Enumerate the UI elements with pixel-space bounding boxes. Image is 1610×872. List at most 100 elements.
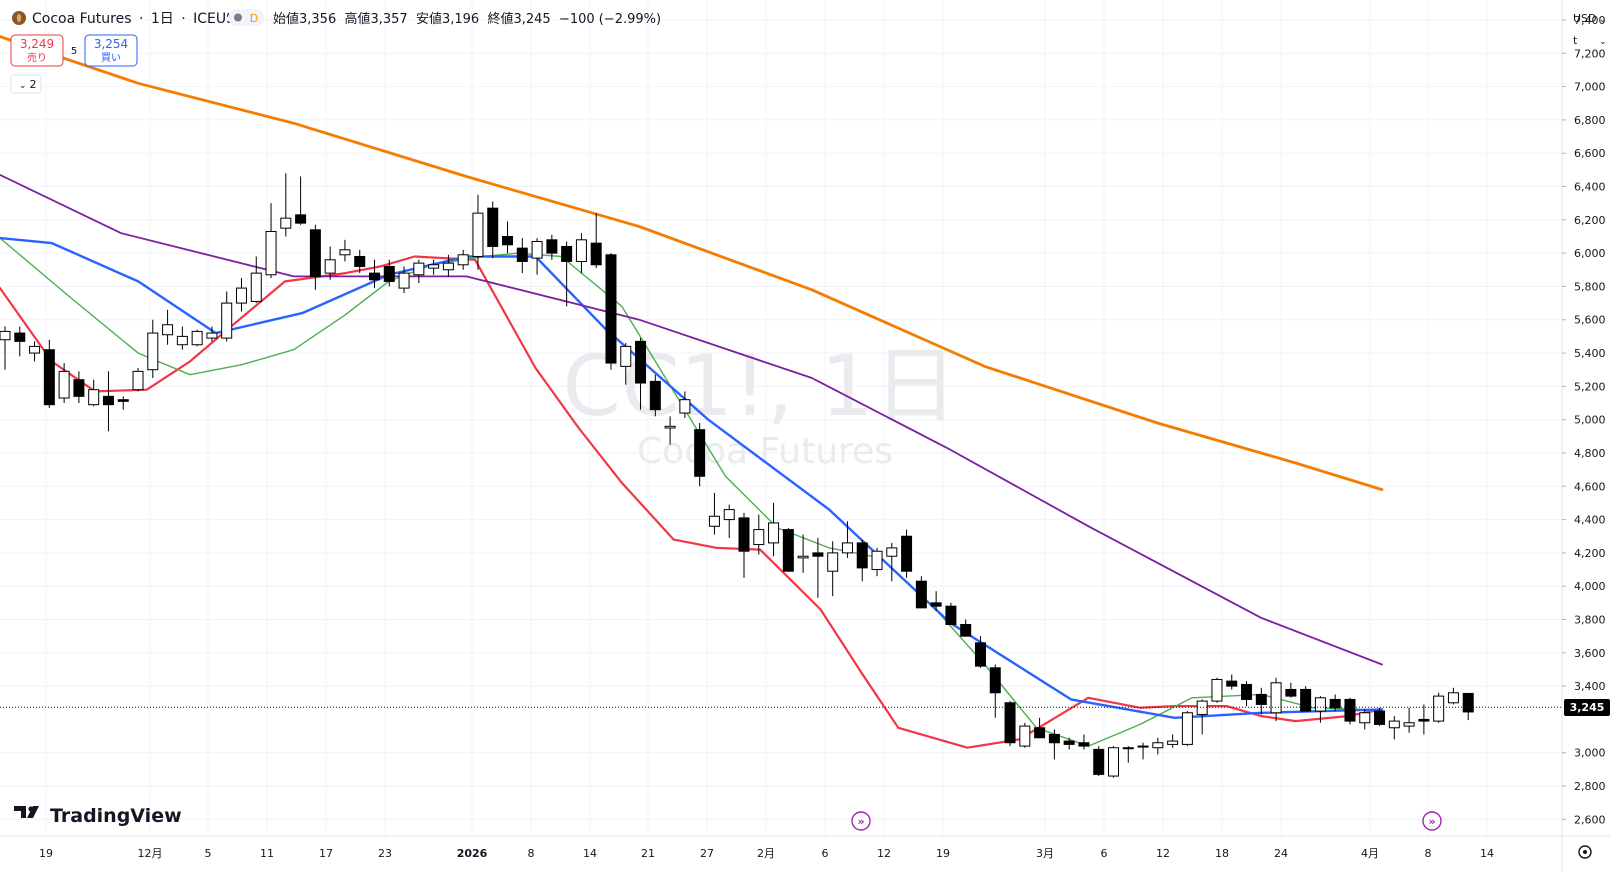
candle-body bbox=[723, 509, 735, 521]
sell-button[interactable]: 3,249 売り bbox=[10, 34, 64, 67]
candle-body bbox=[856, 542, 868, 569]
candle-body bbox=[117, 399, 129, 402]
candle-body bbox=[1093, 748, 1105, 775]
candle bbox=[413, 259, 425, 284]
candle bbox=[88, 379, 100, 407]
candle bbox=[841, 521, 853, 558]
event-marker[interactable]: » bbox=[851, 811, 871, 831]
candle-body bbox=[472, 212, 484, 257]
candle-body bbox=[398, 272, 410, 289]
price-tick-label: 6,800 bbox=[1574, 114, 1606, 127]
candle bbox=[605, 253, 617, 370]
delay-badge: D bbox=[250, 12, 258, 25]
time-tick-label: 3月 bbox=[1036, 847, 1054, 860]
candle-body bbox=[324, 259, 336, 274]
candle-body bbox=[413, 262, 425, 276]
candle bbox=[487, 201, 499, 259]
candle-body bbox=[974, 642, 986, 667]
candle bbox=[14, 326, 26, 357]
candle bbox=[1226, 674, 1238, 690]
market-status-badge[interactable]: D bbox=[228, 9, 264, 26]
candle-body bbox=[901, 535, 913, 572]
symbol-header[interactable]: Cocoa Futures · 1日 · ICEUS bbox=[12, 11, 235, 27]
candle bbox=[782, 527, 794, 572]
candle-body bbox=[250, 272, 262, 302]
candle bbox=[1241, 681, 1253, 707]
candle bbox=[1433, 692, 1445, 723]
price-tick-label: 5,600 bbox=[1574, 314, 1606, 327]
tradingview-logo[interactable]: TradingView bbox=[14, 805, 182, 827]
currency-selector[interactable]: USD ⌄ bbox=[1573, 12, 1607, 25]
candle-body bbox=[428, 264, 440, 269]
candle-body bbox=[708, 515, 720, 527]
ma-red-line bbox=[0, 255, 1384, 749]
candle-body bbox=[531, 240, 543, 259]
event-marker[interactable]: » bbox=[1422, 811, 1442, 831]
candle bbox=[457, 249, 469, 270]
time-tick-label: 27 bbox=[700, 847, 714, 860]
time-tick-label: 12月 bbox=[138, 847, 163, 860]
candle-body bbox=[1314, 697, 1326, 712]
candle bbox=[531, 238, 543, 275]
candle-body bbox=[664, 425, 676, 429]
candle bbox=[1447, 687, 1459, 705]
candle-body bbox=[960, 624, 972, 637]
candle bbox=[590, 213, 602, 269]
time-tick-label: 8 bbox=[1425, 847, 1432, 860]
price-tick-label: 3,600 bbox=[1574, 647, 1606, 660]
candles bbox=[0, 173, 1474, 778]
candle bbox=[0, 326, 11, 370]
last-price-badge: 3,245 bbox=[1564, 699, 1610, 716]
candle bbox=[1270, 677, 1282, 722]
candle-body bbox=[0, 330, 11, 341]
candle bbox=[1019, 722, 1031, 748]
candle bbox=[43, 339, 55, 409]
candle bbox=[309, 224, 321, 290]
candle bbox=[295, 176, 307, 225]
candle-body bbox=[768, 522, 780, 544]
time-tick-label: 23 bbox=[378, 847, 392, 860]
candle-body bbox=[1403, 722, 1415, 727]
settings-button[interactable] bbox=[1578, 845, 1592, 859]
unit-selector[interactable]: t ⌄ bbox=[1573, 34, 1607, 47]
sell-label: 売り bbox=[27, 51, 47, 64]
candle-body bbox=[1048, 733, 1060, 744]
price-tick-label: 3,800 bbox=[1574, 614, 1606, 627]
candle bbox=[1374, 707, 1386, 727]
time-tick-label: 5 bbox=[205, 847, 212, 860]
time-tick-label: 14 bbox=[1480, 847, 1494, 860]
candle-body bbox=[1433, 695, 1445, 722]
candle-body bbox=[1255, 693, 1267, 705]
candle bbox=[1344, 697, 1356, 725]
candle bbox=[516, 238, 528, 274]
candle-body bbox=[871, 550, 883, 571]
price-tick-label: 7,400 bbox=[1574, 14, 1606, 27]
brand-name: TradingView bbox=[50, 805, 182, 827]
candle bbox=[250, 256, 262, 304]
candle bbox=[1004, 701, 1016, 747]
candle-body bbox=[945, 605, 957, 626]
buy-button[interactable]: 3,254 買い bbox=[84, 34, 138, 67]
candle bbox=[162, 309, 174, 345]
time-tick-label: 8 bbox=[528, 847, 535, 860]
candle bbox=[561, 241, 573, 307]
price-tick-label: 7,200 bbox=[1574, 47, 1606, 60]
indicators-toggle[interactable]: ⌄ 2 bbox=[10, 74, 42, 94]
candle-body bbox=[915, 580, 927, 609]
ma-orange-line bbox=[0, 35, 1384, 492]
candle-body bbox=[88, 389, 100, 406]
candle-body bbox=[694, 429, 706, 477]
candle bbox=[575, 233, 587, 274]
cocoa-icon-bean bbox=[16, 13, 22, 23]
time-tick-label: 2026 bbox=[457, 847, 488, 860]
last-price-label: 3,245 bbox=[1570, 701, 1605, 714]
buy-label: 買い bbox=[101, 52, 121, 64]
candle bbox=[1063, 737, 1075, 750]
price-tick-label: 3,000 bbox=[1574, 747, 1606, 760]
candle bbox=[1034, 717, 1046, 739]
candle-body bbox=[339, 249, 351, 256]
candle bbox=[324, 246, 336, 280]
time-tick-label: 6 bbox=[822, 847, 829, 860]
candle bbox=[1462, 692, 1474, 721]
